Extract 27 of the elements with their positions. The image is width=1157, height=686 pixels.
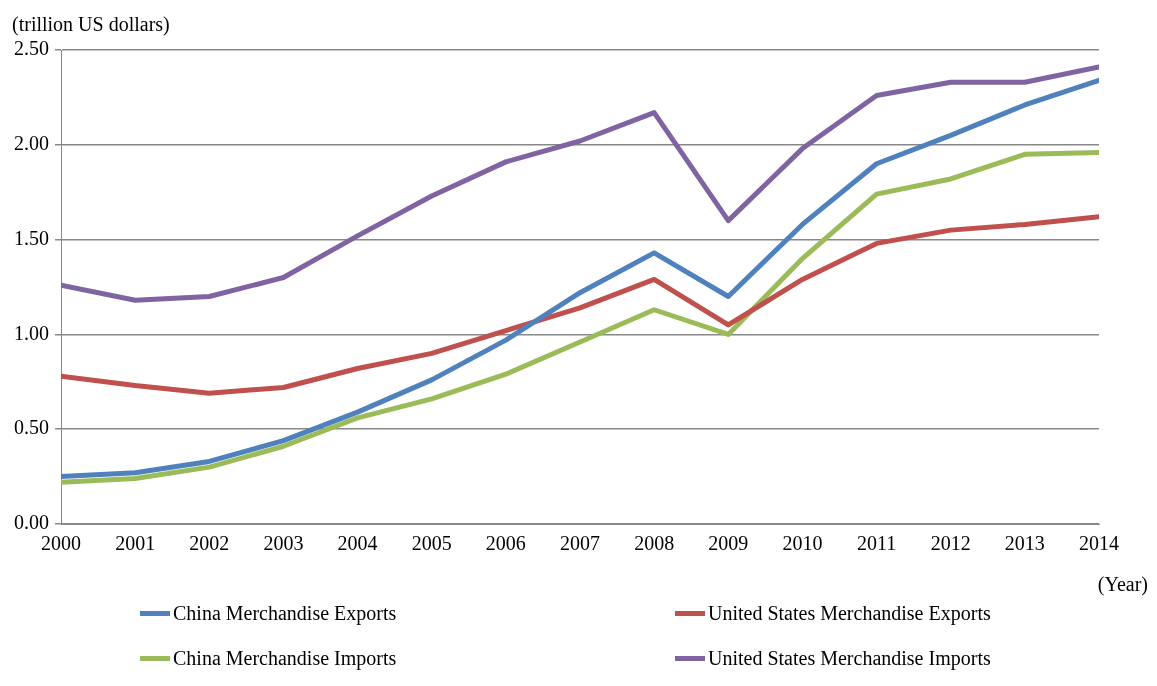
x-tick-label: 2005 — [411, 532, 452, 555]
x-tick-label: 2003 — [263, 532, 304, 555]
legend-label: United States Merchandise Imports — [708, 647, 991, 670]
y-tick-label: 2.50 — [14, 37, 49, 60]
y-tick-label: 1.00 — [14, 321, 49, 344]
x-tick-label: 2011 — [856, 532, 897, 555]
x-tick-label: 2013 — [1004, 532, 1045, 555]
x-tick-label: 2009 — [708, 532, 749, 555]
y-tick-label: 0.50 — [14, 416, 49, 439]
x-tick-label: 2004 — [337, 532, 378, 555]
y-tick-label: 2.00 — [14, 132, 49, 155]
x-tick-label: 2007 — [560, 532, 600, 555]
legend-label: China Merchandise Imports — [173, 647, 397, 670]
x-tick-label: 2000 — [41, 532, 81, 555]
legend-label: China Merchandise Exports — [173, 602, 397, 625]
y-tick-label: 1.50 — [14, 226, 49, 249]
x-tick-label: 2012 — [930, 532, 971, 555]
legend-label: United States Merchandise Exports — [708, 602, 991, 625]
x-tick-label: 2001 — [115, 532, 156, 555]
y-tick-label: 0.00 — [14, 511, 49, 534]
x-tick-label: 2014 — [1079, 532, 1119, 555]
x-tick-label: 2006 — [485, 532, 526, 555]
x-tick-label: 2010 — [782, 532, 823, 555]
x-tick-label: 2008 — [634, 532, 675, 555]
y-axis-title: (trillion US dollars) — [12, 13, 170, 37]
x-axis-title: (Year) — [1097, 573, 1148, 597]
x-tick-label: 2002 — [189, 532, 230, 555]
